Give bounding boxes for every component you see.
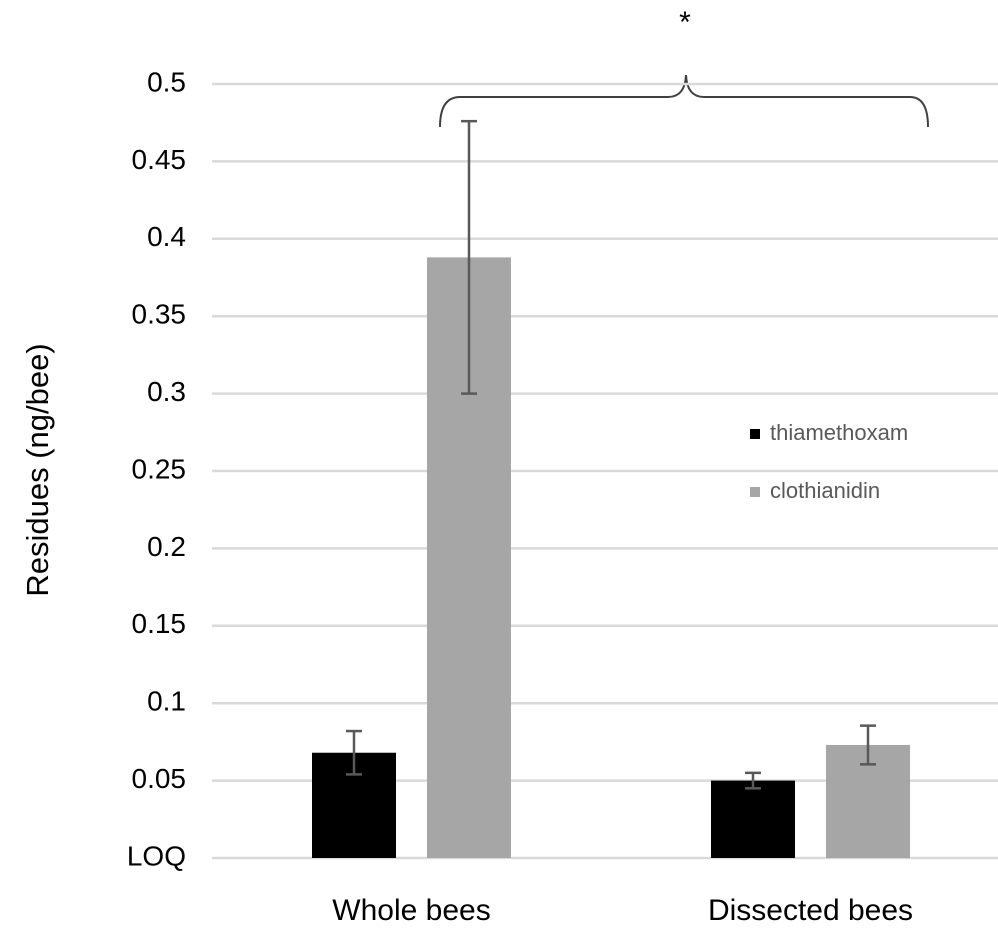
y-tick-label: LOQ: [127, 840, 186, 871]
bracket: [439, 74, 929, 128]
y-tick-label: 0.5: [147, 66, 186, 97]
y-tick-label: 0.45: [132, 144, 187, 175]
y-tick-label: 0.05: [132, 763, 187, 794]
significance-annotation: *: [679, 6, 691, 39]
y-tick-label: 0.35: [132, 299, 187, 330]
y-axis-label: Residues (ng/bee): [20, 343, 55, 596]
y-tick-label: 0.1: [147, 686, 186, 717]
error-bar: [461, 119, 477, 395]
y-tick-label: 0.15: [132, 608, 187, 639]
y-tick-label: 0.3: [147, 376, 186, 407]
x-tick-label: Whole bees: [332, 894, 490, 927]
y-tick-label: 0.25: [132, 453, 187, 484]
bar: [711, 780, 795, 858]
x-tick-label: Dissected bees: [708, 894, 913, 927]
legend-label: clothianidin: [770, 478, 880, 503]
legend-swatch: [750, 487, 760, 497]
y-tick-label: 0.4: [147, 221, 186, 252]
error-bar: [860, 724, 876, 766]
y-tick-label: 0.2: [147, 531, 186, 562]
legend-label: thiamethoxam: [770, 420, 908, 445]
legend-swatch: [750, 429, 760, 439]
error-bar: [346, 729, 362, 776]
error-bar: [745, 771, 761, 790]
